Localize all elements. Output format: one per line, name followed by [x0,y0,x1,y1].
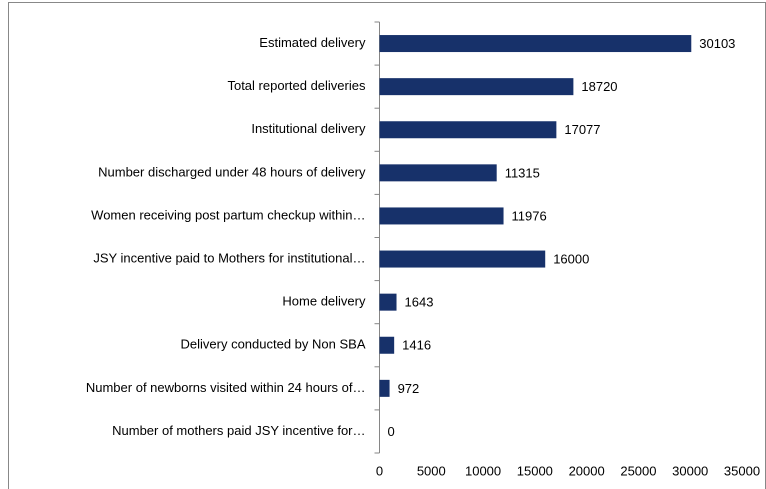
y-tick-label: Total reported deliveries [227,78,366,93]
x-tick-label: 25000 [620,463,656,478]
y-tick-label: JSY incentive paid to Mothers for instit… [93,250,365,265]
y-tick-label: Number of newborns visited within 24 hou… [86,380,366,395]
bar [379,293,397,311]
data-label: 18720 [581,79,617,94]
bar [379,35,692,53]
x-tick-label: 5000 [417,463,446,478]
data-label: 16000 [553,251,589,266]
y-tick-label: Number of mothers paid JSY incentive for… [112,423,365,438]
x-tick-label: 20000 [569,463,605,478]
data-label: 972 [398,381,420,396]
bar [379,121,557,139]
data-label: 0 [388,424,395,439]
x-tick-label: 15000 [517,463,553,478]
bar [379,164,497,182]
y-tick-label: Institutional delivery [251,121,366,136]
y-tick-label: Home delivery [282,294,366,309]
bar [379,336,395,354]
bar [379,78,574,96]
data-label: 1643 [405,295,434,310]
x-tick-label: 30000 [672,463,708,478]
bar [379,250,546,268]
y-tick-label: Estimated delivery [259,35,366,50]
bar [379,207,504,225]
data-label: 11976 [512,208,547,223]
y-tick-label: Delivery conducted by Non SBA [181,337,366,352]
data-label: 11315 [505,165,540,180]
x-tick-label: 35000 [724,463,760,478]
chart-frame [8,2,766,489]
x-tick-label: 0 [376,463,383,478]
y-tick-label: Number discharged under 48 hours of deli… [98,164,366,179]
data-label: 30103 [699,36,735,51]
data-label: 1416 [402,338,431,353]
y-tick-label: Women receiving post partum checkup with… [91,207,365,222]
data-label: 17077 [564,122,600,137]
bar [379,379,390,397]
x-tick-label: 10000 [465,463,501,478]
